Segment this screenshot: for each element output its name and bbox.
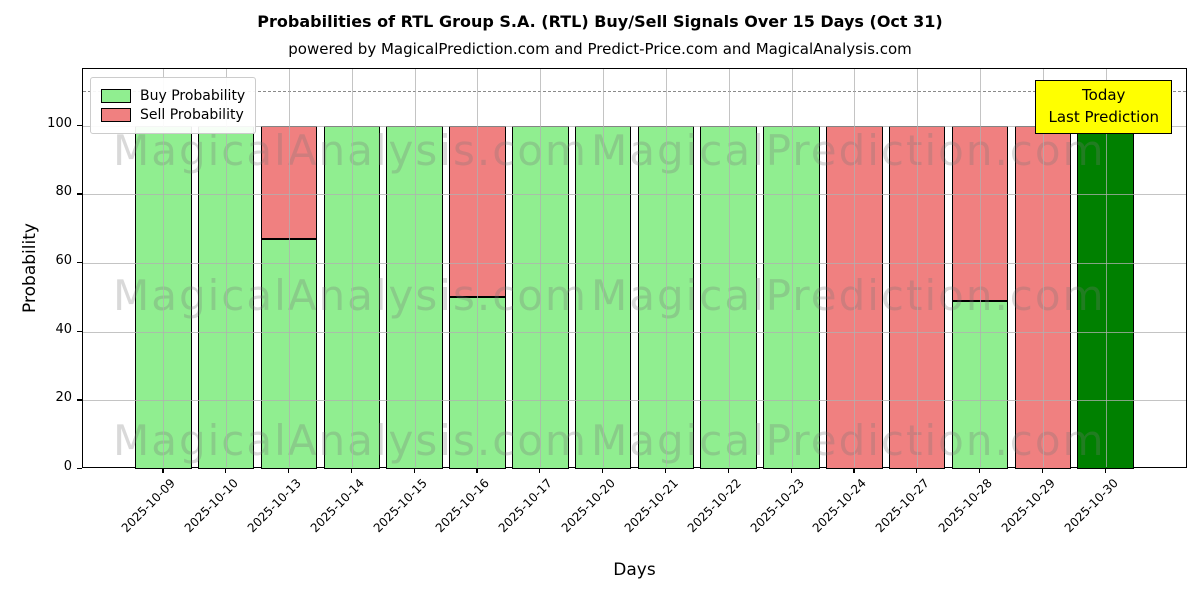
v-gridline [477, 69, 479, 467]
v-gridline [728, 69, 730, 467]
v-gridline [665, 69, 667, 467]
x-tick-mark [790, 468, 792, 473]
x-tick-mark [476, 468, 478, 473]
x-tick-label: 2025-10-24 [810, 476, 870, 536]
v-gridline [1042, 69, 1044, 467]
h-gridline [83, 331, 1186, 333]
v-gridline [414, 69, 416, 467]
legend-item-buy: Buy Probability [101, 88, 245, 104]
x-tick-label: 2025-10-17 [495, 476, 556, 536]
y-tick-mark [77, 468, 82, 470]
y-tick-mark [77, 330, 82, 332]
x-axis-label: Days [613, 560, 656, 580]
x-tick-mark [664, 468, 667, 473]
watermark-text: MagicalAnalysis.com [113, 416, 588, 465]
buy-color-swatch [101, 89, 131, 103]
v-gridline [791, 69, 793, 467]
v-gridline [289, 69, 291, 467]
x-tick-label: 2025-10-16 [433, 476, 493, 536]
v-gridline [351, 69, 353, 467]
watermark-text: MagicalAnalysis.com [113, 271, 588, 320]
h-gridline [83, 125, 1186, 127]
x-tick-label: 2025-10-23 [747, 476, 807, 536]
x-tick-mark [602, 468, 604, 473]
x-tick-mark [1104, 468, 1106, 473]
y-tick-label: 60 [55, 252, 72, 268]
x-tick-label: 2025-10-30 [1061, 476, 1121, 536]
x-tick-mark [162, 468, 164, 473]
x-tick-mark [413, 468, 415, 473]
legend-buy-label: Buy Probability [140, 88, 246, 104]
y-tick-label: 100 [47, 115, 72, 131]
x-tick-label: 2025-10-28 [935, 476, 995, 536]
y-tick-label: 40 [55, 321, 72, 337]
x-tick-mark [978, 468, 981, 473]
x-tick-mark [916, 468, 918, 473]
x-tick-label: 2025-10-13 [244, 476, 304, 536]
x-tick-label: 2025-10-09 [119, 476, 179, 536]
v-gridline [979, 69, 981, 467]
x-tick-label: 2025-10-20 [558, 476, 618, 536]
h-gridline [83, 400, 1186, 402]
v-gridline [917, 69, 919, 467]
y-tick-mark [77, 193, 82, 195]
x-tick-label: 2025-10-27 [872, 476, 933, 536]
y-tick-mark [77, 124, 82, 126]
v-gridline [163, 69, 165, 467]
x-tick-label: 2025-10-22 [684, 476, 744, 536]
v-gridline [1105, 69, 1107, 467]
y-tick-mark [77, 261, 82, 264]
x-tick-label: 2025-10-15 [370, 476, 430, 536]
watermark-text: MagicalAnalysis.com [113, 126, 588, 175]
legend-sell-label: Sell Probability [140, 107, 244, 123]
chart-subtitle: powered by MagicalPrediction.com and Pre… [288, 40, 912, 58]
x-tick-mark [225, 468, 227, 473]
x-tick-label: 2025-10-14 [307, 476, 367, 536]
plot-area: Buy Probability Sell Probability Today L… [82, 68, 1187, 469]
x-tick-mark [1041, 468, 1043, 473]
x-tick-mark [288, 468, 290, 473]
x-tick-label: 2025-10-10 [181, 476, 242, 536]
x-tick-label: 2025-10-21 [621, 476, 681, 536]
x-tick-mark [727, 468, 729, 473]
dashed-threshold-line [83, 91, 1186, 93]
today-annotation-line1: Today [1082, 86, 1126, 104]
legend-item-sell: Sell Probability [101, 107, 245, 123]
y-tick-label: 20 [55, 390, 72, 406]
y-axis-label: Probability [20, 223, 40, 313]
x-tick-mark [350, 468, 353, 473]
v-gridline [854, 69, 856, 467]
h-gridline [83, 262, 1186, 264]
y-tick-label: 80 [55, 184, 72, 200]
legend: Buy Probability Sell Probability [90, 77, 257, 134]
v-gridline [226, 69, 228, 467]
x-tick-mark [853, 468, 855, 473]
watermark-text: MagicalPrediction.com [591, 271, 1106, 320]
v-gridline [540, 69, 542, 467]
v-gridline [603, 69, 605, 467]
chart-title: Probabilities of RTL Group S.A. (RTL) Bu… [257, 12, 943, 31]
y-tick-label: 0 [63, 459, 72, 474]
sell-color-swatch [101, 108, 131, 122]
today-annotation: Today Last Prediction [1035, 80, 1172, 134]
watermark-text: MagicalPrediction.com [591, 126, 1106, 175]
x-tick-label: 2025-10-29 [998, 476, 1058, 536]
watermark-text: MagicalPrediction.com [591, 416, 1106, 465]
x-tick-mark [539, 468, 541, 473]
today-annotation-line2: Last Prediction [1048, 107, 1159, 126]
y-tick-mark [77, 399, 82, 401]
h-gridline [83, 194, 1186, 196]
